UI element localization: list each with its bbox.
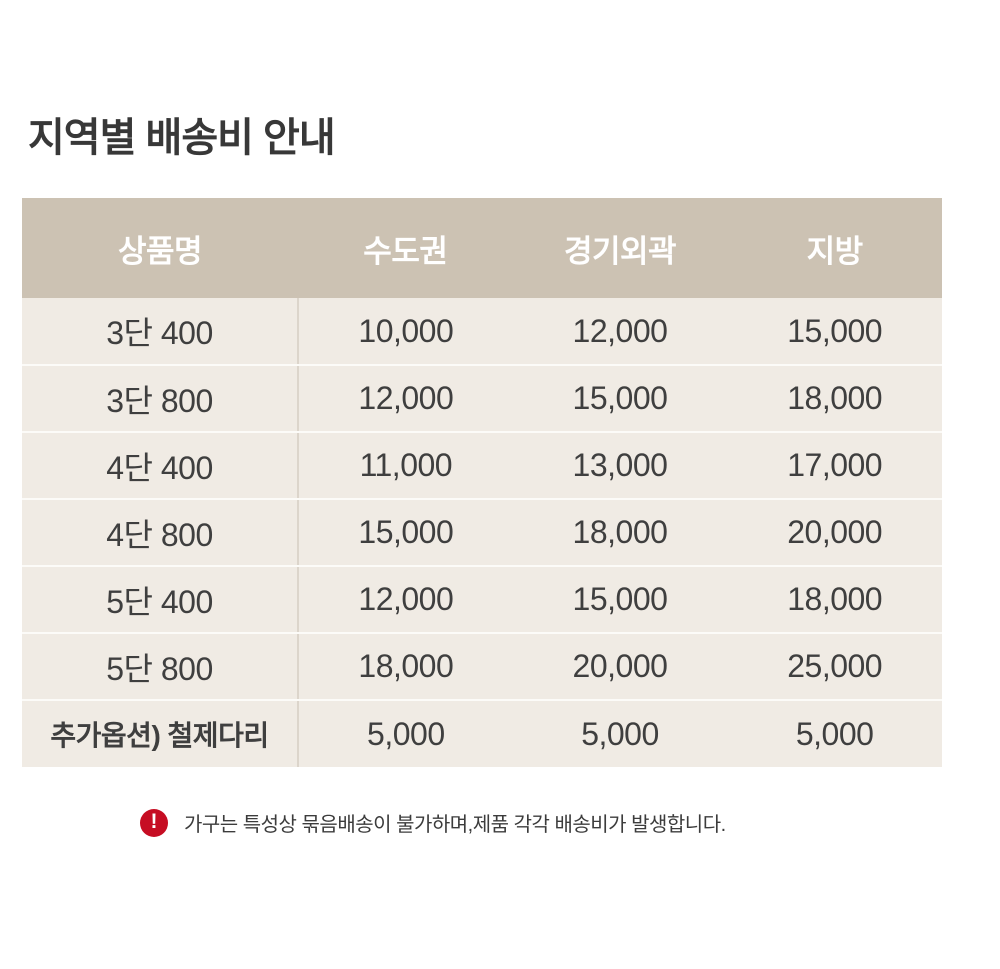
fee-cell: 17,000 <box>727 432 942 500</box>
fee-cell: 12,000 <box>298 365 513 433</box>
table-row: 4단 400 11,000 13,000 17,000 <box>22 432 942 500</box>
fee-cell: 11,000 <box>298 432 513 500</box>
fee-cell: 5,000 <box>298 700 513 767</box>
table-row: 3단 800 12,000 15,000 18,000 <box>22 365 942 433</box>
table-row: 추가옵션) 철제다리 5,000 5,000 5,000 <box>22 700 942 767</box>
product-name-cell: 4단 400 <box>22 432 299 500</box>
fee-cell: 12,000 <box>298 566 513 634</box>
exclamation-circle-icon: ! <box>140 808 168 837</box>
fee-cell: 12,000 <box>512 298 728 366</box>
fee-cell: 25,000 <box>727 633 942 701</box>
table-row: 3단 400 10,000 12,000 15,000 <box>22 298 942 366</box>
product-name-cell: 4단 800 <box>22 499 299 567</box>
table-row: 4단 800 15,000 18,000 20,000 <box>22 499 942 567</box>
fee-cell: 18,000 <box>512 499 728 567</box>
table-row: 5단 800 18,000 20,000 25,000 <box>22 633 942 701</box>
column-header-0: 상품명 <box>22 198 298 298</box>
fee-cell: 5,000 <box>512 700 728 767</box>
fee-cell: 18,000 <box>298 633 513 701</box>
product-name-cell: 3단 800 <box>22 365 299 433</box>
page-title: 지역별 배송비 안내 <box>28 116 336 160</box>
fee-table: 상품명 수도권 경기외곽 지방 3단 400 10,000 12,000 15,000 3단 … <box>22 198 942 767</box>
column-header-1: 수도권 <box>298 198 513 298</box>
table-row: 5단 400 12,000 15,000 18,000 <box>22 566 942 634</box>
fee-cell: 10,000 <box>298 298 513 366</box>
fee-cell: 15,000 <box>727 298 942 366</box>
table-header: 상품명 수도권 경기외곽 지방 <box>22 198 942 298</box>
product-name-cell: 5단 800 <box>22 633 299 701</box>
product-name-cell: 3단 400 <box>22 298 299 366</box>
fee-cell: 15,000 <box>512 566 728 634</box>
fee-cell: 15,000 <box>512 365 728 433</box>
product-name-cell: 5단 400 <box>22 566 299 634</box>
fee-cell: 18,000 <box>727 365 942 433</box>
shipping-note-text: 가구는 특성상 묶음배송이 불가하며,제품 각각 배송비가 발생합니다. <box>184 814 726 836</box>
fee-cell: 20,000 <box>512 633 728 701</box>
shipping-fee-table: 상품명 수도권 경기외곽 지방 3단 400 10,000 12,000 15,000 3단 … <box>22 198 942 767</box>
shipping-note: ! 가구는 특성상 묶음배송이 불가하며,제품 각각 배송비가 발생합니다. <box>140 808 726 837</box>
fee-cell: 20,000 <box>727 499 942 567</box>
table-header-row: 상품명 수도권 경기외곽 지방 <box>22 198 942 298</box>
column-header-3: 지방 <box>727 198 942 298</box>
product-name-cell: 추가옵션) 철제다리 <box>22 700 299 767</box>
fee-cell: 18,000 <box>727 566 942 634</box>
table-body: 3단 400 10,000 12,000 15,000 3단 800 12,000 15,0… <box>22 298 942 767</box>
fee-cell: 5,000 <box>727 700 942 767</box>
column-header-2: 경기외곽 <box>512 198 728 298</box>
fee-cell: 15,000 <box>298 499 513 567</box>
fee-cell: 13,000 <box>512 432 728 500</box>
